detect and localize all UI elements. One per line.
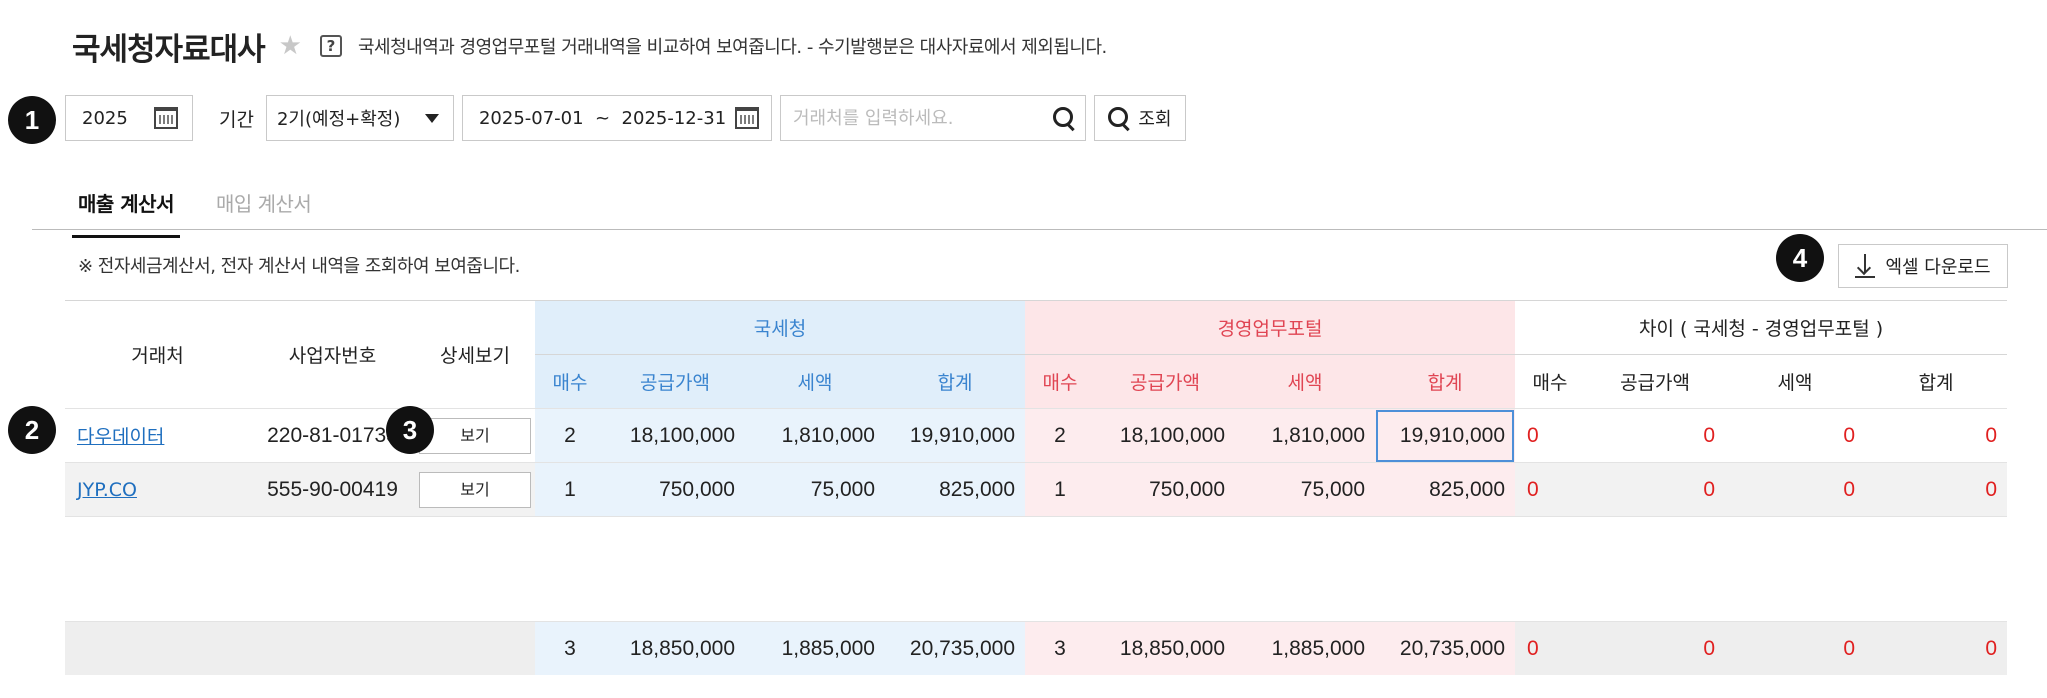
- calendar-icon[interactable]: [734, 107, 759, 129]
- tab-sales-invoice[interactable]: 매출 계산서: [72, 180, 180, 238]
- header-partner: 거래처: [65, 300, 250, 409]
- filter-bar: 2025 기간 2기(예정+확정) 2025-07-01 ~ 2025-12-3…: [65, 95, 1186, 141]
- tab-purchase-invoice[interactable]: 매입 계산서: [215, 192, 312, 216]
- period-select[interactable]: 2기(예정+확정): [265, 95, 454, 141]
- header-nts-count: 매수: [535, 354, 605, 409]
- portal-supply-cell: 750,000: [1095, 462, 1236, 517]
- nts-tax-cell: 1,810,000: [745, 408, 885, 463]
- diff-supply-cell: 0: [1585, 462, 1726, 517]
- header-portal-supply: 공급가액: [1095, 354, 1236, 409]
- tab-divider: [32, 229, 2047, 230]
- total-nts-count: 3: [535, 621, 605, 675]
- date-range-value: 2025-07-01 ~ 2025-12-31: [478, 107, 727, 129]
- total-diff-count: 0: [1515, 621, 1586, 675]
- header-portal-count: 매수: [1025, 354, 1096, 409]
- invoice-tabs: 매출 계산서 매입 계산서: [72, 180, 347, 238]
- nts-count-cell: 2: [535, 408, 605, 463]
- portal-tax-cell: 1,810,000: [1235, 408, 1376, 463]
- header-diff-supply: 공급가액: [1585, 354, 1726, 409]
- page-header: 국세청자료대사 ★ ? 국세청내역과 경영업무포털 거래내역을 비교하여 보여줍…: [72, 22, 1107, 70]
- total-portal-total: 20,735,000: [1375, 621, 1516, 675]
- table-row: JYP.CO 555-90-00419 보기 1 750,000 75,000 …: [65, 462, 2008, 517]
- diff-tax-cell: 0: [1725, 408, 1866, 463]
- step-badge-3: 3: [386, 406, 434, 454]
- download-icon: [1855, 254, 1876, 278]
- header-portal: 경영업무포털: [1025, 300, 1516, 355]
- nts-tax-cell: 75,000: [745, 462, 885, 517]
- header-nts-total: 합계: [885, 354, 1026, 409]
- step-badge-1: 1: [8, 96, 56, 144]
- diff-total-cell: 0: [1865, 462, 2008, 517]
- total-nts-total: 20,735,000: [885, 621, 1026, 675]
- step-badge-4: 4: [1776, 234, 1824, 282]
- portal-tax-cell: 75,000: [1235, 462, 1376, 517]
- header-nts-tax: 세액: [745, 354, 885, 409]
- search-icon[interactable]: [1052, 107, 1075, 129]
- portal-count-cell: 2: [1025, 408, 1096, 463]
- partner-search-input[interactable]: [790, 106, 1045, 130]
- page-description: 국세청내역과 경영업무포털 거래내역을 비교하여 보여줍니다. - 수기발행분은…: [357, 37, 1107, 58]
- portal-total-cell[interactable]: 19,910,000: [1375, 408, 1516, 463]
- biz-no-cell: 555-90-00419: [250, 462, 415, 517]
- partner-link[interactable]: JYP.CO: [77, 478, 137, 501]
- total-portal-supply: 18,850,000: [1095, 621, 1236, 675]
- page-title: 국세청자료대사: [72, 31, 266, 68]
- diff-total-cell: 0: [1865, 408, 2008, 463]
- query-button-label: 조회: [1138, 109, 1172, 130]
- favorite-star-icon[interactable]: ★: [278, 31, 302, 61]
- view-detail-button[interactable]: 보기: [419, 471, 531, 508]
- nts-total-cell: 19,910,000: [885, 408, 1026, 463]
- year-value: 2025: [82, 107, 128, 129]
- step-badge-2: 2: [8, 406, 56, 454]
- header-diff-tax: 세액: [1725, 354, 1866, 409]
- portal-count-cell: 1: [1025, 462, 1096, 517]
- portal-supply-cell: 18,100,000: [1095, 408, 1236, 463]
- diff-supply-cell: 0: [1585, 408, 1726, 463]
- calendar-icon[interactable]: [154, 107, 178, 129]
- help-icon[interactable]: ?: [319, 35, 342, 57]
- header-diff: 차이 ( 국세청 - 경영업무포털 ): [1515, 300, 2008, 355]
- nts-total-cell: 825,000: [885, 462, 1026, 517]
- partner-link[interactable]: 다우데이터: [77, 426, 165, 448]
- total-row: 3 18,850,000 1,885,000 20,735,000 3 18,8…: [65, 621, 2008, 675]
- header-nts-supply: 공급가액: [605, 354, 745, 409]
- header-biz-no: 사업자번호: [250, 300, 415, 409]
- comparison-table: 거래처 사업자번호 상세보기 국세청 경영업무포털 차이 ( 국세청 - 경영업…: [65, 300, 2008, 675]
- date-range-picker[interactable]: 2025-07-01 ~ 2025-12-31: [461, 95, 772, 141]
- header-nts: 국세청: [535, 300, 1026, 355]
- total-portal-tax: 1,885,000: [1235, 621, 1376, 675]
- diff-count-cell: 0: [1515, 408, 1586, 463]
- nts-count-cell: 1: [535, 462, 605, 517]
- portal-total-cell: 825,000: [1375, 462, 1516, 517]
- table-row: 다우데이터 220-81-01733 보기 2 18,100,000 1,810…: [65, 408, 2008, 463]
- total-nts-tax: 1,885,000: [745, 621, 885, 675]
- chevron-down-icon: [424, 113, 439, 123]
- search-icon: [1108, 107, 1130, 129]
- header-portal-total: 합계: [1375, 354, 1516, 409]
- header-portal-tax: 세액: [1235, 354, 1376, 409]
- query-button[interactable]: 조회: [1093, 95, 1186, 141]
- nts-supply-cell: 18,100,000: [605, 408, 745, 463]
- total-portal-count: 3: [1025, 621, 1096, 675]
- total-diff-supply: 0: [1585, 621, 1726, 675]
- diff-count-cell: 0: [1515, 462, 1586, 517]
- period-select-value: 2기(예정+확정): [276, 109, 401, 130]
- diff-tax-cell: 0: [1725, 462, 1866, 517]
- view-detail-button[interactable]: 보기: [419, 417, 531, 454]
- nts-supply-cell: 750,000: [605, 462, 745, 517]
- partner-search-field[interactable]: [779, 95, 1086, 141]
- header-diff-total: 합계: [1865, 354, 2008, 409]
- excel-download-label: 엑셀 다운로드: [1885, 257, 1991, 278]
- header-diff-count: 매수: [1515, 354, 1586, 409]
- period-label: 기간: [219, 108, 254, 131]
- total-nts-supply: 18,850,000: [605, 621, 745, 675]
- info-note: ※ 전자세금계산서, 전자 계산서 내역을 조회하여 보여줍니다.: [78, 256, 520, 277]
- empty-row: [65, 516, 2008, 622]
- total-diff-tax: 0: [1725, 621, 1866, 675]
- excel-download-button[interactable]: 엑셀 다운로드: [1838, 244, 2008, 288]
- year-picker[interactable]: 2025: [65, 95, 193, 141]
- total-diff-total: 0: [1865, 621, 2008, 675]
- header-detail: 상세보기: [415, 300, 535, 409]
